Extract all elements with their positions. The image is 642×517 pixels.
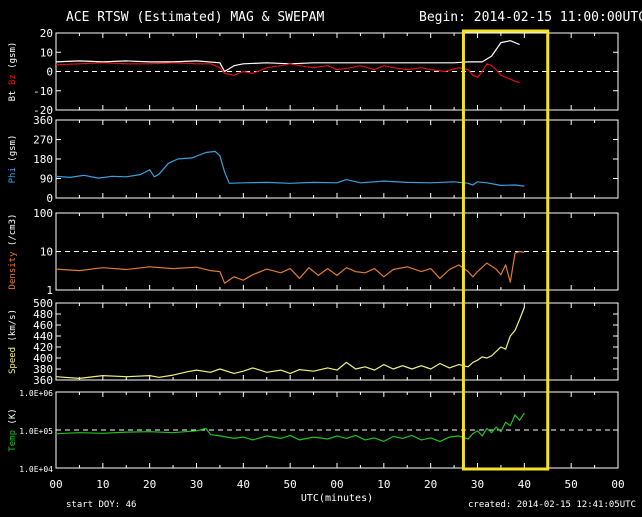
phi-series-line [55,150,525,187]
start-doy-value: 46 [125,500,137,510]
speed-ytick-label: 400 [33,352,53,365]
x-tick-label: 20 [424,478,437,491]
mag-ytick-label: -10 [33,85,53,98]
mag-ytick-label: 10 [40,46,53,59]
start-doy-label: start DOY: [66,500,121,510]
mag-ytick-label: 0 [46,66,53,79]
speed-series-line [55,307,525,379]
x-tick-label: 50 [565,478,578,491]
speed-ytick-label: 360 [33,374,53,387]
x-tick-label: 00 [330,478,343,491]
speed-ytick-label: 440 [33,330,53,343]
density-series-line [55,250,525,284]
speed-ylabel-part: (km/s) [8,309,18,347]
phi-ytick-label: 90 [40,173,53,186]
phi-ytick-label: 0 [46,192,53,205]
x-tick-label: 40 [237,478,250,491]
speed-ytick-label: 420 [33,341,53,354]
created-time: created: 2014-02-15 12:41:05UTC [468,500,636,510]
density-ylabel-part: (/cm3) [8,214,18,252]
speed-panel-frame [55,302,619,381]
phi-panel-frame [55,119,619,199]
speed-ylabel-part: Speed [8,347,18,374]
bt-series-line [55,40,520,73]
x-tick-label: 10 [96,478,109,491]
x-tick-label: 30 [190,478,203,491]
chart-title: ACE RTSW (Estimated) MAG & SWEPAM [66,10,325,25]
speed-ytick-label: 480 [33,308,53,321]
speed-ytick-label: 500 [33,297,53,310]
phi-ytick-label: 180 [33,153,53,166]
mag-ytick-label: 20 [40,27,53,40]
mag-ylabel: Bt Bz (gsm) [8,42,18,102]
density-ylabel: Density (/cm3) [8,214,18,290]
speed-ylabel: Speed (km/s) [8,309,18,374]
x-tick-label: 40 [518,478,531,491]
x-tick-label: 50 [284,478,297,491]
x-tick-label: 30 [471,478,484,491]
density-ylabel-part: Density [8,251,18,290]
mag-ylabel-part: (gsm) [8,42,18,75]
speed-ytick-label: 380 [33,363,53,376]
begin-time: Begin: 2014-02-15 11:00:00UTC [419,10,642,25]
temp-ylabel: Temp (K) [8,408,18,451]
highlight-box [461,29,550,471]
phi-ylabel-part: Phi [8,167,18,183]
x-tick-label: 00 [611,478,624,491]
phi-ytick-label: 360 [33,114,53,127]
mag-ylabel-part: Bt [8,90,18,101]
mag-ytick-label: -20 [33,104,53,117]
density-ytick-label: 100 [33,207,53,220]
density-ytick-label: 1 [46,284,53,297]
temp-ytick-label: 1.0E+05 [19,427,53,436]
start-doy: start DOY: 46 [66,500,136,510]
temp-ytick-label: 1.0E+06 [19,389,53,398]
temp-ylabel-part: Temp [8,430,18,452]
density-ytick-label: 10 [40,246,53,259]
temp-series-line [55,412,525,442]
mag-ylabel-part: Bz [8,74,18,90]
temp-ytick-label: 1.0E+04 [19,465,53,474]
x-tick-label: 10 [377,478,390,491]
phi-ylabel: Phi (gsm) [8,135,18,184]
x-tick-label: 00 [49,478,62,491]
bz-series-line [55,62,520,84]
phi-ylabel-part: (gsm) [8,135,18,168]
x-axis-label: UTC(minutes) [301,493,373,504]
phi-ytick-label: 270 [33,134,53,147]
x-tick-label: 20 [143,478,156,491]
temp-ylabel-part: (K) [8,408,18,430]
speed-ytick-label: 460 [33,319,53,332]
